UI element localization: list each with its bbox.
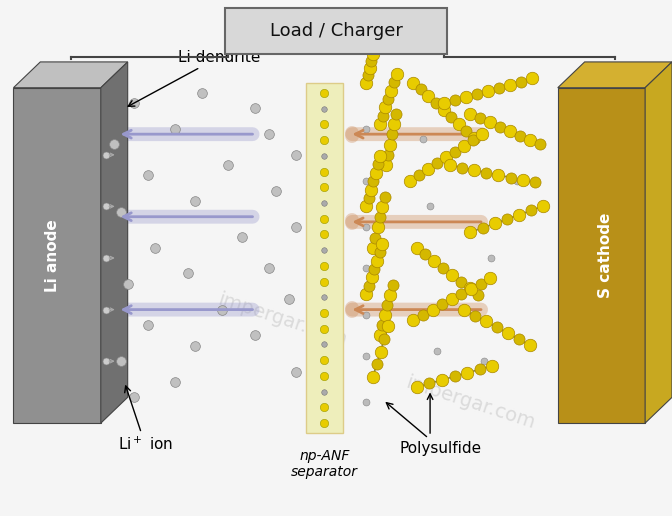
- Text: impergar.com: impergar.com: [403, 373, 538, 432]
- Bar: [13, 88, 101, 423]
- Text: Li dendrite: Li dendrite: [128, 50, 261, 106]
- Text: Li$^+$ ion: Li$^+$ ion: [118, 386, 173, 454]
- Polygon shape: [13, 62, 128, 88]
- FancyBboxPatch shape: [225, 8, 447, 54]
- Text: S cathode: S cathode: [598, 213, 614, 298]
- Bar: [306, 83, 343, 433]
- Text: Polysulfide: Polysulfide: [386, 402, 482, 456]
- Text: np-ANF
separator: np-ANF separator: [291, 449, 358, 479]
- Bar: [558, 88, 645, 423]
- Polygon shape: [645, 62, 672, 423]
- Polygon shape: [101, 62, 128, 423]
- Polygon shape: [558, 62, 672, 88]
- Text: Load / Charger: Load / Charger: [269, 22, 403, 40]
- Text: impergar.com: impergar.com: [215, 290, 349, 350]
- Text: Li anode: Li anode: [45, 219, 60, 292]
